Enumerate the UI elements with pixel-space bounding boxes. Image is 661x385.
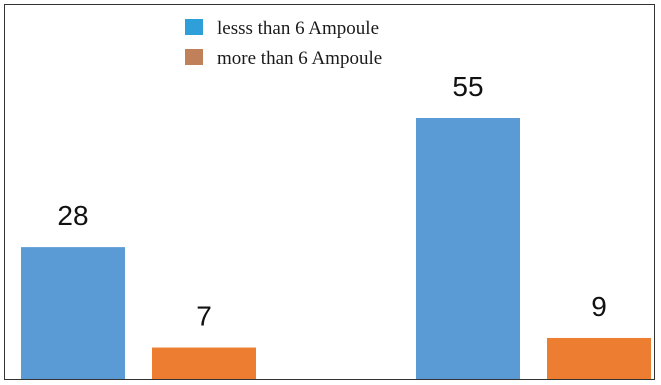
data-label-series2-cat1: 7: [196, 301, 212, 332]
legend-swatch-2: [185, 49, 203, 65]
data-label-series1-cat2: 55: [452, 71, 483, 102]
chart-frame: lesss than 6 Ampoule more than 6 Ampoule …: [4, 4, 655, 380]
bars-layer: [21, 118, 651, 379]
data-labels-layer: 28 7 55 9: [57, 71, 606, 332]
bar-series2-cat1: [152, 347, 256, 379]
bar-series1-cat2: [416, 118, 520, 379]
legend-label-1: lesss than 6 Ampoule: [217, 18, 379, 39]
data-label-series2-cat2: 9: [591, 291, 607, 322]
legend-label-2: more than 6 Ampoule: [217, 48, 382, 69]
bar-series1-cat1: [21, 247, 125, 379]
bar-series2-cat2: [547, 337, 651, 379]
data-label-series1-cat1: 28: [57, 200, 88, 231]
legend-swatch-1: [185, 19, 203, 35]
legend: lesss than 6 Ampoule more than 6 Ampoule: [185, 18, 382, 69]
